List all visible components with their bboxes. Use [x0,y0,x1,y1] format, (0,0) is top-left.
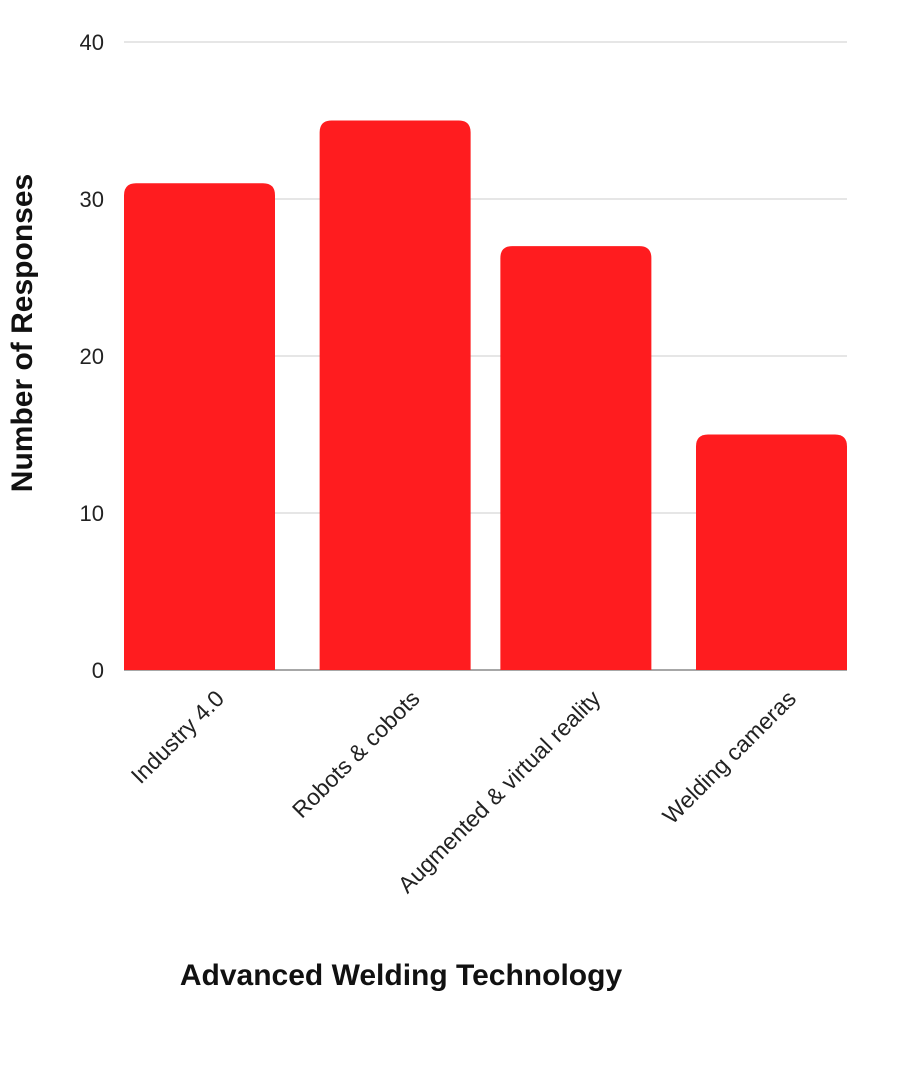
y-axis-tick-labels: 0 10 20 30 40 [80,30,104,683]
y-tick-label-20: 20 [80,344,104,369]
y-axis-title: Number of Responses [6,174,39,492]
x-tick-label-1: Robots & cobots [287,685,425,823]
bar-0 [124,183,275,671]
x-tick-label-3: Welding cameras [657,685,801,829]
bar-2 [500,246,652,670]
bar-3 [696,434,847,670]
y-tick-label-10: 10 [80,501,104,526]
x-tick-label-2: Augmented & virtual reality [393,685,606,898]
bars [124,120,847,671]
x-axis-title: Advanced Welding Technology [180,959,623,992]
y-tick-label-0: 0 [92,658,104,683]
y-tick-label-30: 30 [80,187,104,212]
x-tick-label-0: Industry 4.0 [126,685,229,788]
bar-1 [319,120,471,670]
y-tick-label-40: 40 [80,30,104,55]
